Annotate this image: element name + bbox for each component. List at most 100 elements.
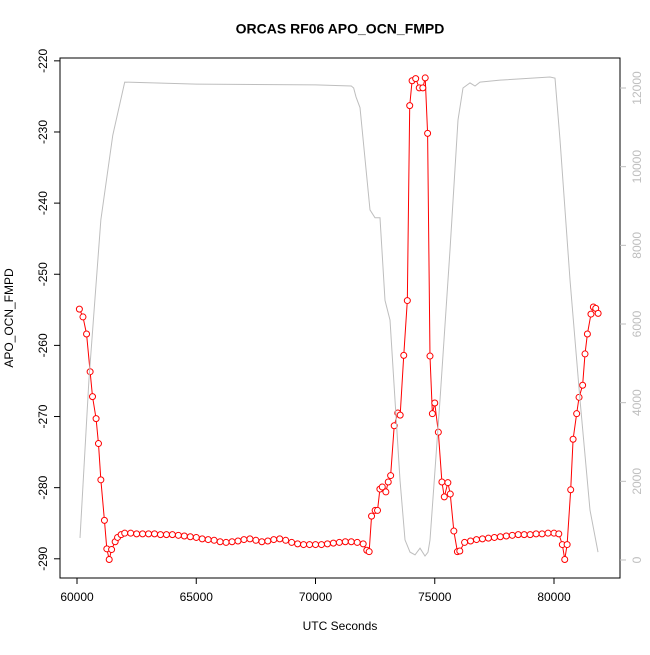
data-point bbox=[329, 539, 337, 547]
data-point bbox=[478, 535, 486, 543]
x-tick-label: 70000 bbox=[299, 590, 333, 604]
series-line bbox=[78, 77, 599, 560]
y-tick-label: -230 bbox=[36, 120, 50, 144]
x-tick-label: 60000 bbox=[60, 590, 94, 604]
data-point bbox=[444, 479, 452, 487]
data-point bbox=[317, 541, 325, 549]
data-point bbox=[406, 102, 414, 110]
y2-tick-label: 2000 bbox=[630, 468, 644, 495]
y-tick-label: -290 bbox=[36, 546, 50, 570]
data-point bbox=[210, 536, 218, 544]
data-point bbox=[151, 530, 159, 538]
data-point bbox=[508, 531, 516, 539]
data-point bbox=[575, 393, 583, 401]
data-point bbox=[276, 535, 284, 543]
data-point bbox=[323, 540, 331, 548]
data-point bbox=[359, 540, 367, 548]
data-point bbox=[204, 536, 212, 544]
data-point bbox=[538, 530, 546, 538]
x-axis-label: UTC Seconds bbox=[303, 619, 378, 633]
data-point bbox=[92, 415, 100, 423]
data-point bbox=[467, 537, 475, 545]
y-tick-label: -220 bbox=[36, 49, 50, 73]
data-point bbox=[288, 538, 296, 546]
plot-frame bbox=[59, 57, 621, 579]
data-point bbox=[555, 530, 563, 538]
y2-tick-label: 12000 bbox=[630, 71, 644, 105]
data-point bbox=[374, 506, 382, 514]
data-point bbox=[306, 541, 314, 549]
data-point bbox=[186, 533, 194, 541]
data-point bbox=[502, 532, 510, 540]
data-point bbox=[240, 536, 248, 544]
data-point bbox=[583, 330, 591, 338]
data-point bbox=[97, 476, 105, 484]
data-point bbox=[89, 393, 97, 401]
y2-tick-label: 10000 bbox=[630, 150, 644, 184]
data-point bbox=[100, 516, 108, 524]
data-point bbox=[258, 538, 266, 546]
data-point bbox=[174, 531, 182, 539]
y-tick-label: -250 bbox=[36, 262, 50, 286]
data-point bbox=[353, 538, 361, 546]
data-point bbox=[421, 74, 429, 82]
data-point bbox=[75, 305, 83, 313]
data-point bbox=[400, 351, 408, 359]
y2-tick-label: 8000 bbox=[630, 232, 644, 259]
y-tick-label: -280 bbox=[36, 475, 50, 499]
data-point bbox=[83, 330, 91, 338]
data-point bbox=[180, 532, 188, 540]
data-point bbox=[579, 381, 587, 389]
data-point bbox=[168, 531, 176, 539]
data-point bbox=[139, 530, 147, 538]
data-point bbox=[496, 533, 504, 541]
data-point bbox=[561, 556, 569, 564]
data-point bbox=[438, 478, 446, 486]
data-point bbox=[162, 531, 170, 539]
data-point bbox=[587, 310, 595, 318]
data-point bbox=[472, 536, 480, 544]
data-point bbox=[573, 410, 581, 418]
chart-title: ORCAS RF06 APO_OCN_FMPD bbox=[236, 21, 445, 37]
data-point bbox=[108, 546, 116, 554]
data-point bbox=[490, 533, 498, 541]
data-point bbox=[567, 486, 575, 494]
data-point bbox=[390, 422, 398, 430]
data-point bbox=[440, 493, 448, 501]
data-point bbox=[384, 478, 392, 486]
data-point bbox=[228, 538, 236, 546]
data-point bbox=[484, 534, 492, 542]
data-point bbox=[282, 536, 290, 544]
x-tick-label: 65000 bbox=[180, 590, 214, 604]
y2-tick-label: 0 bbox=[630, 556, 644, 563]
y-axis-label: APO_OCN_FMPD bbox=[2, 268, 16, 368]
data-point bbox=[79, 313, 87, 321]
data-point bbox=[246, 535, 254, 543]
data-point bbox=[105, 556, 113, 564]
data-point bbox=[156, 531, 164, 539]
data-point bbox=[347, 538, 355, 546]
y-tick-label: -260 bbox=[36, 333, 50, 357]
data-point bbox=[378, 483, 386, 491]
data-point bbox=[94, 440, 102, 448]
data-point bbox=[544, 529, 552, 537]
data-point bbox=[365, 548, 373, 556]
data-point bbox=[532, 530, 540, 538]
data-point bbox=[526, 531, 534, 539]
data-point bbox=[461, 538, 469, 546]
data-point bbox=[581, 350, 589, 358]
data-point bbox=[121, 529, 129, 537]
data-point bbox=[412, 75, 420, 83]
series-line bbox=[79, 76, 599, 557]
data-point bbox=[234, 537, 242, 545]
x-tick-label: 80000 bbox=[537, 590, 571, 604]
data-point bbox=[270, 536, 278, 544]
data-point bbox=[594, 309, 602, 317]
data-point bbox=[450, 527, 458, 535]
data-point bbox=[396, 411, 404, 419]
data-point bbox=[252, 536, 260, 544]
data-point bbox=[387, 472, 395, 480]
data-point bbox=[145, 530, 153, 538]
data-point bbox=[419, 84, 427, 92]
